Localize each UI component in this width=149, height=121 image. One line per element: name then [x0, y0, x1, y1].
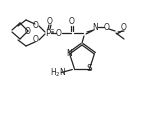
Text: N: N — [66, 49, 72, 58]
Text: O: O — [33, 35, 39, 45]
Text: O: O — [25, 26, 31, 35]
Text: S: S — [87, 64, 93, 73]
Text: P: P — [45, 29, 51, 38]
Text: O: O — [47, 16, 53, 26]
Text: N: N — [92, 23, 98, 31]
Text: O: O — [56, 29, 62, 38]
Text: O: O — [104, 23, 110, 31]
Text: O: O — [33, 22, 39, 30]
Text: O: O — [121, 23, 127, 31]
Text: O: O — [69, 18, 75, 26]
Text: H$_2$N: H$_2$N — [50, 66, 66, 79]
